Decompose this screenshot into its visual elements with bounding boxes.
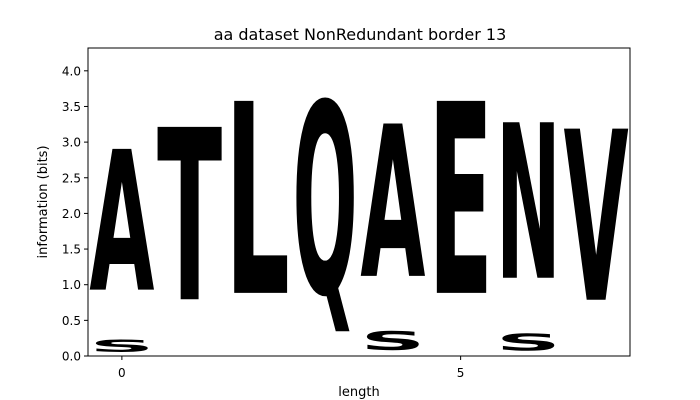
- y-axis: 0.0 0.5 1.0 1.5 2.0 2.5 3.0 3.5 4.0: [62, 64, 88, 364]
- y-tick-label: 3.5: [62, 100, 81, 114]
- y-tick-label: 4.0: [62, 64, 81, 78]
- logo-letter-l: L: [225, 50, 290, 356]
- y-tick-label: 0.0: [62, 350, 81, 364]
- y-tick-label: 0.5: [62, 314, 81, 328]
- x-tick-label: 0: [118, 366, 126, 380]
- logo-letter-a: A: [89, 112, 154, 336]
- logo-letter-q: Q: [293, 48, 358, 355]
- plot-frame: [87, 47, 631, 357]
- logo-letter-s: S: [360, 326, 425, 356]
- x-axis-label: length: [338, 385, 379, 400]
- logo-letter-s: S: [89, 336, 154, 356]
- x-tick-label: 5: [457, 366, 465, 380]
- logo-letter-t: T: [157, 80, 222, 355]
- logo-letters: SA T L Q SA E SN V: [89, 48, 628, 356]
- logo-letter-e: E: [428, 48, 493, 355]
- chart-title: aa dataset NonRedundant border 13: [214, 25, 507, 44]
- y-axis-label: information (bits): [36, 145, 51, 258]
- logo-letter-v: V: [564, 81, 629, 355]
- y-tick-label: 3.0: [62, 136, 81, 150]
- y-tick-label: 2.5: [62, 171, 81, 185]
- logo-letter-s: S: [496, 329, 561, 356]
- y-tick-label: 2.0: [62, 207, 81, 221]
- y-tick-label: 1.0: [62, 278, 81, 292]
- logo-letter-a: A: [360, 82, 425, 326]
- y-tick-label: 1.5: [62, 243, 81, 257]
- logo-letter-n: N: [496, 80, 561, 328]
